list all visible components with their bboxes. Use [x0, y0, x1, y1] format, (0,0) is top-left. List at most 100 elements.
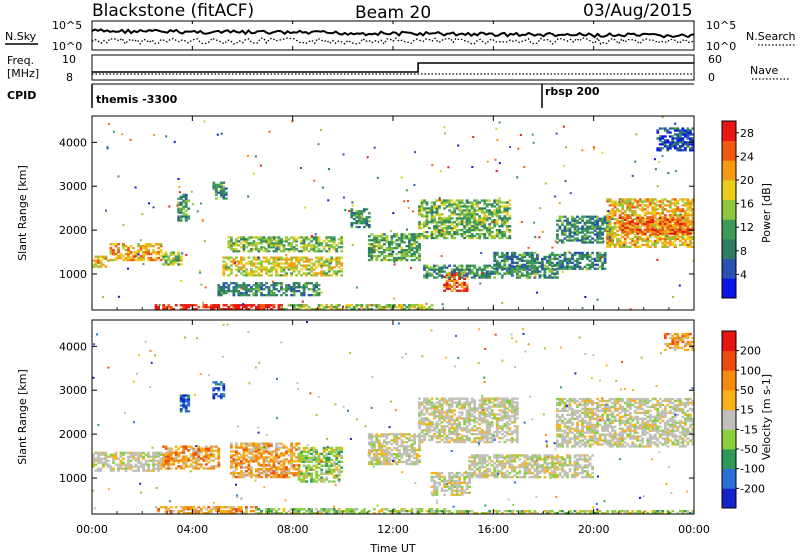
power-cell-3187	[658, 143, 662, 146]
power-cell-1123	[398, 258, 401, 262]
power-cell-1476	[468, 201, 471, 204]
velocity-cell-780	[315, 472, 318, 475]
power-cell-1545	[483, 234, 487, 238]
power-cell-456	[302, 256, 306, 259]
power-cell-3009	[621, 222, 625, 225]
power-cell-223	[212, 183, 216, 186]
power-cell-679	[287, 244, 291, 247]
power-cell-953	[312, 286, 316, 289]
velocity-cell-519	[262, 472, 266, 475]
power-cell-1423	[460, 229, 464, 232]
power-cell-1831	[475, 274, 479, 277]
power-cell-733	[315, 246, 318, 249]
power-cell-84	[137, 251, 140, 254]
power-cell-1781	[443, 266, 446, 269]
power-cell-1663	[505, 227, 509, 230]
velocity-cell-689	[297, 458, 301, 461]
power-cell-3490	[400, 306, 404, 309]
velocity-cell-30	[102, 457, 105, 460]
power-cell-3027	[628, 222, 632, 225]
power-cell-146	[164, 255, 168, 258]
power-cell-1940	[536, 272, 539, 275]
power-cell-1991	[495, 251, 499, 255]
power-cell-1518	[475, 203, 479, 206]
power-cell-3276	[686, 135, 690, 138]
velocity-cell-645	[287, 470, 291, 473]
power-cell-723	[310, 244, 313, 247]
velocity-cell-883	[337, 470, 341, 473]
power-cell-497	[320, 262, 324, 265]
velocity-cell-958	[377, 439, 381, 442]
power-cell-1285	[433, 219, 436, 222]
power-cell-1864	[493, 276, 497, 279]
velocity-cell-502	[257, 456, 261, 459]
power-cell-3627	[393, 260, 396, 263]
power-cell-2455	[608, 233, 612, 237]
power-cell-42	[117, 254, 120, 258]
velocity-cell-887	[337, 454, 341, 457]
power-cell-1456	[465, 211, 469, 214]
velocity-cell-1194	[428, 431, 431, 434]
power-cell-1166	[408, 239, 411, 242]
power-cell-475	[310, 258, 313, 261]
velocity-cell-381	[232, 458, 236, 461]
power-cell-3043	[636, 222, 640, 225]
velocity-cell-389	[235, 462, 238, 465]
power-cell-2495	[613, 214, 617, 217]
velocity-cell-761	[310, 460, 313, 463]
power-cell-1749	[425, 272, 429, 275]
power-cell-1232	[420, 201, 424, 204]
power-cell-1608	[495, 234, 499, 238]
power-cell-1066	[380, 247, 384, 250]
power-cell-3601	[351, 201, 354, 204]
power-cell-1833	[475, 270, 479, 273]
velocity-cell-894	[340, 460, 344, 463]
power-cell-2944	[684, 204, 687, 207]
power-cell-3354	[230, 308, 233, 310]
power-cell-1067	[380, 245, 384, 248]
velocity-cell-959	[377, 435, 381, 438]
power-cell-544	[340, 270, 344, 273]
power-cell-19	[102, 257, 105, 260]
velocity-cell-687	[297, 464, 301, 467]
power-cell-3337	[209, 306, 213, 309]
power-cell-1193	[415, 249, 419, 252]
power-cell-1376	[450, 223, 454, 226]
power-cell-905	[282, 288, 286, 291]
power-cell-56	[124, 256, 128, 260]
power-cell-3211	[666, 129, 670, 132]
power-cell-73	[132, 256, 135, 260]
power-cell-230	[214, 185, 218, 188]
power-cell-1637	[500, 234, 504, 238]
power-cell-1320	[440, 234, 444, 238]
power-cell-3546	[342, 305, 345, 308]
velocity-cell-450	[247, 460, 251, 463]
power-cell-3556	[484, 217, 487, 220]
power-cell-2360	[591, 221, 594, 224]
power-cell-743	[317, 238, 321, 241]
power-cell-2962	[686, 202, 690, 205]
velocity-cell-868	[335, 474, 339, 477]
power-cell-586	[245, 246, 248, 249]
power-cell-2313	[581, 241, 584, 244]
power-cell-3454	[355, 306, 359, 309]
power-cell-3638	[320, 291, 323, 294]
power-cell-1047	[375, 256, 379, 260]
power-cell-2797	[661, 202, 665, 205]
power-cell-402	[282, 270, 286, 273]
velocity-cell-1099	[413, 460, 416, 464]
power-cell-693	[295, 248, 298, 251]
power-cell-667	[280, 238, 283, 241]
power-cell-350	[262, 266, 266, 269]
power-cell-1799	[458, 270, 461, 273]
power-cell-3735	[486, 160, 489, 163]
velocity-cell-554	[267, 450, 271, 453]
power-cell-211	[184, 203, 188, 206]
velocity-cell-330	[207, 455, 211, 458]
power-cell-1141	[400, 233, 404, 236]
velocity-cell-240	[177, 451, 181, 454]
power-cell-1620	[495, 203, 499, 206]
power-cell-1054	[375, 235, 379, 238]
velocity-cell-994	[385, 441, 389, 444]
velocity-cell-769	[312, 468, 316, 471]
